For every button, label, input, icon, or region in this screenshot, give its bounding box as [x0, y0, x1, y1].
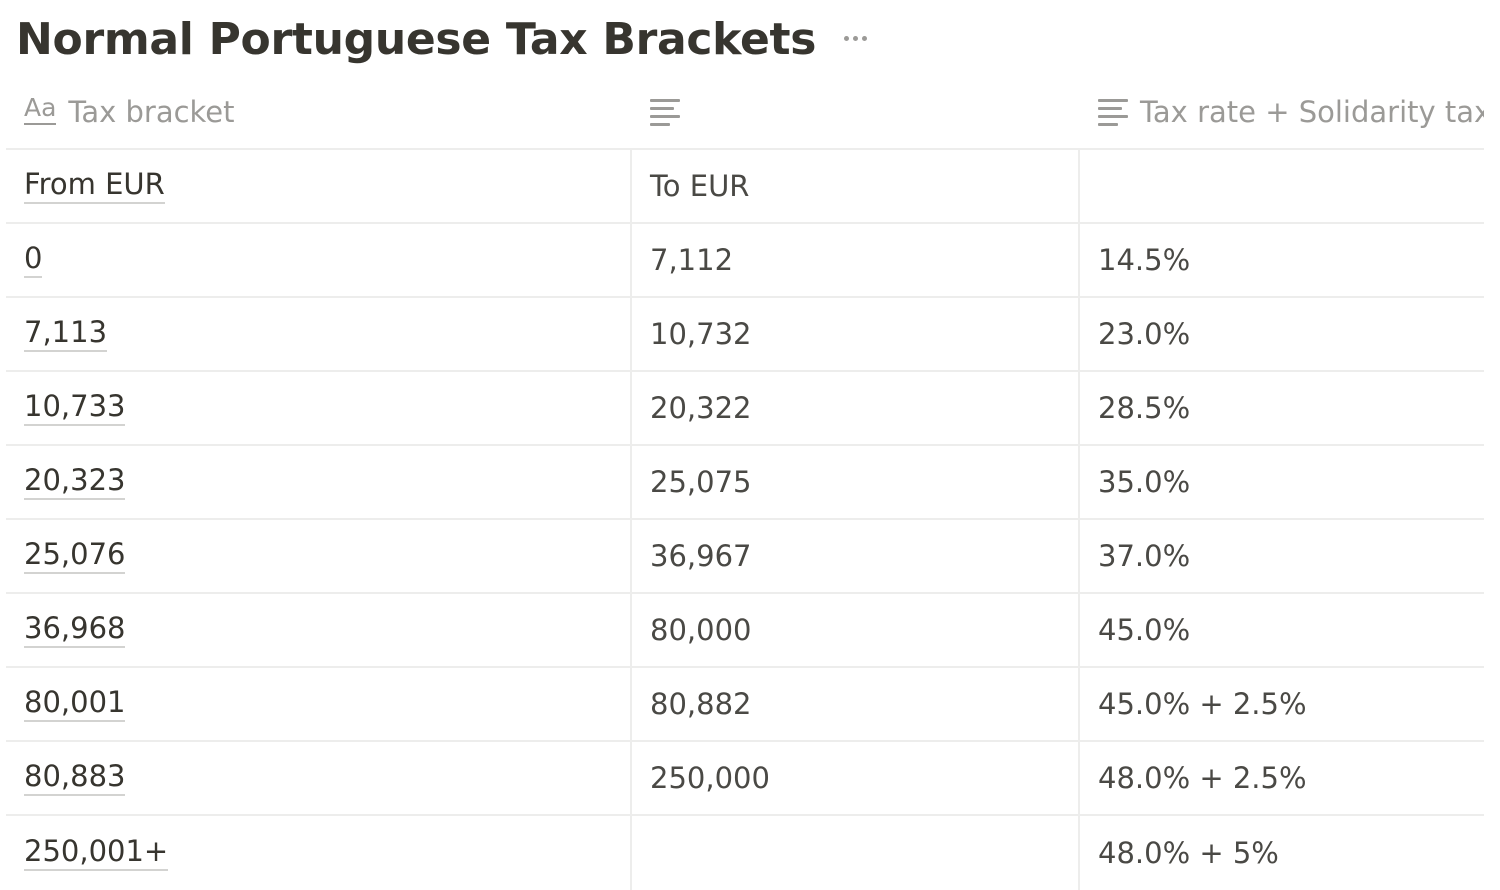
column-header-tax-bracket[interactable]: Aa Tax bracket [6, 76, 632, 148]
to-cell[interactable]: 250,000 [632, 742, 1080, 814]
table-row: 80,001 80,882 45.0% + 2.5% [6, 668, 1484, 742]
rate-cell[interactable]: 45.0% + 2.5% [1080, 668, 1484, 740]
rate-cell[interactable]: 14.5% [1080, 224, 1484, 296]
column-header-tax-rate[interactable]: Tax rate + Solidarity tax [1080, 76, 1484, 148]
table-row: 0 7,112 14.5% [6, 224, 1484, 298]
from-value[interactable]: 10,733 [24, 389, 126, 427]
table-row: 36,968 80,000 45.0% [6, 594, 1484, 668]
rate-value: 23.0% [1098, 317, 1191, 351]
to-cell[interactable]: 7,112 [632, 224, 1080, 296]
more-horizontal-icon-dot [862, 35, 868, 41]
column-header-label: Tax rate + Solidarity tax [1140, 95, 1484, 129]
rate-value: 48.0% + 2.5% [1098, 761, 1307, 795]
from-value[interactable]: 20,323 [24, 463, 126, 501]
rate-value: 48.0% + 5% [1098, 836, 1279, 870]
rate-value: 14.5% [1098, 243, 1191, 277]
table-row: 10,733 20,322 28.5% [6, 372, 1484, 446]
table-row: 25,076 36,967 37.0% [6, 520, 1484, 594]
from-value[interactable]: 0 [24, 241, 43, 279]
rate-value: 35.0% [1098, 465, 1191, 499]
title-row: Normal Portuguese Tax Brackets [16, 0, 871, 80]
rate-cell[interactable]: 48.0% + 2.5% [1080, 742, 1484, 814]
text-title-icon: Aa [24, 95, 57, 125]
from-value[interactable]: 250,001+ [24, 834, 169, 872]
rate-cell[interactable]: 23.0% [1080, 298, 1484, 370]
rate-cell[interactable]: 28.5% [1080, 372, 1484, 444]
to-value: 25,075 [650, 465, 752, 499]
to-value: 10,732 [650, 317, 752, 351]
from-value[interactable]: 25,076 [24, 537, 126, 575]
to-value: 7,112 [650, 243, 734, 277]
tax-bracket-cell[interactable]: 80,883 [6, 742, 632, 814]
table-row: 80,883 250,000 48.0% + 2.5% [6, 742, 1484, 816]
from-value[interactable]: 7,113 [24, 315, 108, 353]
to-value: 80,000 [650, 613, 752, 647]
to-cell[interactable]: 10,732 [632, 298, 1080, 370]
table-header-row: Aa Tax bracket [6, 76, 1484, 150]
to-value: To EUR [650, 169, 750, 203]
more-horizontal-icon [844, 35, 850, 41]
to-cell[interactable]: 36,967 [632, 520, 1080, 592]
table-row: 7,113 10,732 23.0% [6, 298, 1484, 372]
from-value[interactable]: 80,001 [24, 685, 126, 723]
page-title: Normal Portuguese Tax Brackets [16, 14, 817, 65]
rate-cell[interactable]: 48.0% + 5% [1080, 816, 1484, 890]
to-cell[interactable]: 80,882 [632, 668, 1080, 740]
rate-cell[interactable] [1080, 150, 1484, 222]
table-row: 250,001+ 48.0% + 5% [6, 816, 1484, 890]
tax-bracket-cell[interactable]: 20,323 [6, 446, 632, 518]
to-cell[interactable]: 25,075 [632, 446, 1080, 518]
to-value: 80,882 [650, 687, 752, 721]
rate-cell[interactable]: 45.0% [1080, 594, 1484, 666]
to-value: 36,967 [650, 539, 752, 573]
to-value: 20,322 [650, 391, 752, 425]
rate-value: 45.0% [1098, 613, 1191, 647]
tax-bracket-cell[interactable]: 7,113 [6, 298, 632, 370]
from-value[interactable]: From EUR [24, 167, 165, 205]
to-cell[interactable]: 20,322 [632, 372, 1080, 444]
to-cell[interactable]: 80,000 [632, 594, 1080, 666]
to-cell[interactable]: To EUR [632, 150, 1080, 222]
tax-bracket-cell[interactable]: 10,733 [6, 372, 632, 444]
to-cell[interactable] [632, 816, 1080, 890]
tax-bracket-cell[interactable]: 36,968 [6, 594, 632, 666]
to-value: 250,000 [650, 761, 770, 795]
text-property-icon [650, 98, 680, 126]
rate-value: 45.0% + 2.5% [1098, 687, 1307, 721]
table-row: From EUR To EUR [6, 150, 1484, 224]
table-row: 20,323 25,075 35.0% [6, 446, 1484, 520]
tax-bracket-cell[interactable]: 25,076 [6, 520, 632, 592]
tax-bracket-cell[interactable]: From EUR [6, 150, 632, 222]
more-horizontal-icon-dot [853, 35, 859, 41]
tax-bracket-cell[interactable]: 0 [6, 224, 632, 296]
text-property-icon [1098, 98, 1128, 126]
tax-bracket-cell[interactable]: 250,001+ [6, 816, 632, 890]
tax-bracket-cell[interactable]: 80,001 [6, 668, 632, 740]
column-header-2[interactable] [632, 76, 1080, 148]
more-options-button[interactable] [840, 30, 871, 47]
tax-brackets-table: Aa Tax bracket [6, 76, 1484, 890]
rate-value: 28.5% [1098, 391, 1191, 425]
rate-cell[interactable]: 35.0% [1080, 446, 1484, 518]
column-header-label: Tax bracket [68, 95, 235, 129]
rate-cell[interactable]: 37.0% [1080, 520, 1484, 592]
from-value[interactable]: 80,883 [24, 759, 126, 797]
from-value[interactable]: 36,968 [24, 611, 126, 649]
rate-value: 37.0% [1098, 539, 1191, 573]
